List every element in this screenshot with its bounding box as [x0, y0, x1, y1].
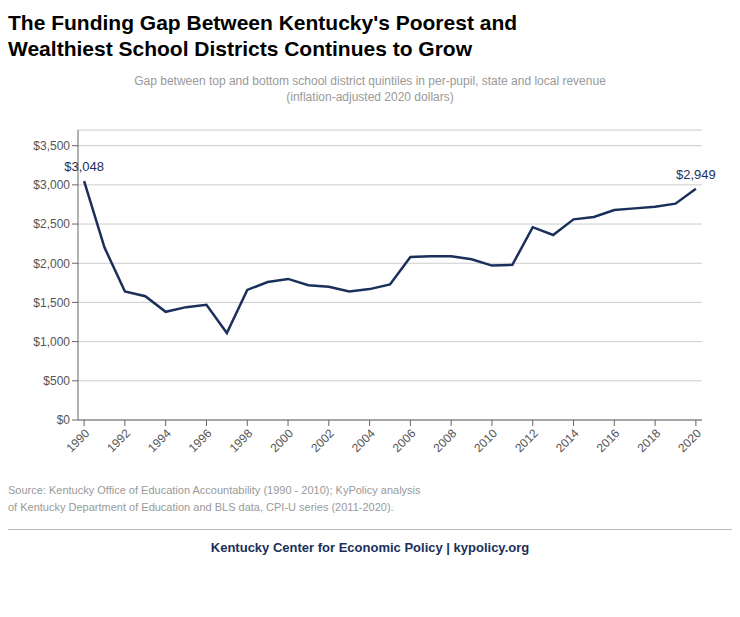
svg-text:$1,000: $1,000: [33, 335, 70, 349]
svg-text:1996: 1996: [186, 426, 215, 455]
svg-text:2004: 2004: [349, 426, 378, 455]
svg-text:2012: 2012: [512, 426, 541, 455]
svg-text:2006: 2006: [390, 426, 419, 455]
svg-text:$0: $0: [57, 413, 71, 427]
svg-text:$3,048: $3,048: [64, 159, 104, 174]
svg-text:2020: 2020: [675, 426, 704, 455]
html-text:The Funding Gap Between Kentuc: The Funding Gap Between Kentucky's Poore…: [8, 11, 518, 61]
svg-text:2000: 2000: [267, 426, 296, 455]
svg-text:2010: 2010: [471, 426, 500, 455]
svg-text:$2,500: $2,500: [33, 217, 70, 231]
svg-text:2018: 2018: [634, 426, 663, 455]
html-text:Kentucky Center for Economic P: Kentucky Center for Economic Policy | ky…: [210, 540, 530, 556]
svg-text:1992: 1992: [104, 426, 133, 455]
svg-text:2016: 2016: [594, 426, 623, 455]
svg-text:$2,949: $2,949: [676, 167, 716, 182]
svg-text:$3,000: $3,000: [33, 178, 70, 192]
svg-text:1998: 1998: [227, 426, 256, 455]
svg-text:2014: 2014: [553, 426, 582, 455]
svg-text:2008: 2008: [431, 426, 460, 455]
svg-text:$3,500: $3,500: [33, 139, 70, 153]
svg-text:1990: 1990: [63, 426, 92, 455]
svg-text:2002: 2002: [308, 426, 337, 455]
svg-text:$500: $500: [43, 374, 70, 388]
svg-text:$2,000: $2,000: [33, 257, 70, 271]
html-text:Source: Kentucky Office of Edu: Source: Kentucky Office of Education Acc…: [8, 484, 421, 513]
svg-text:$1,500: $1,500: [33, 296, 70, 310]
html-text:Gap between top and bottom sch: Gap between top and bottom school distri…: [134, 73, 606, 105]
svg-text:1994: 1994: [145, 426, 174, 455]
